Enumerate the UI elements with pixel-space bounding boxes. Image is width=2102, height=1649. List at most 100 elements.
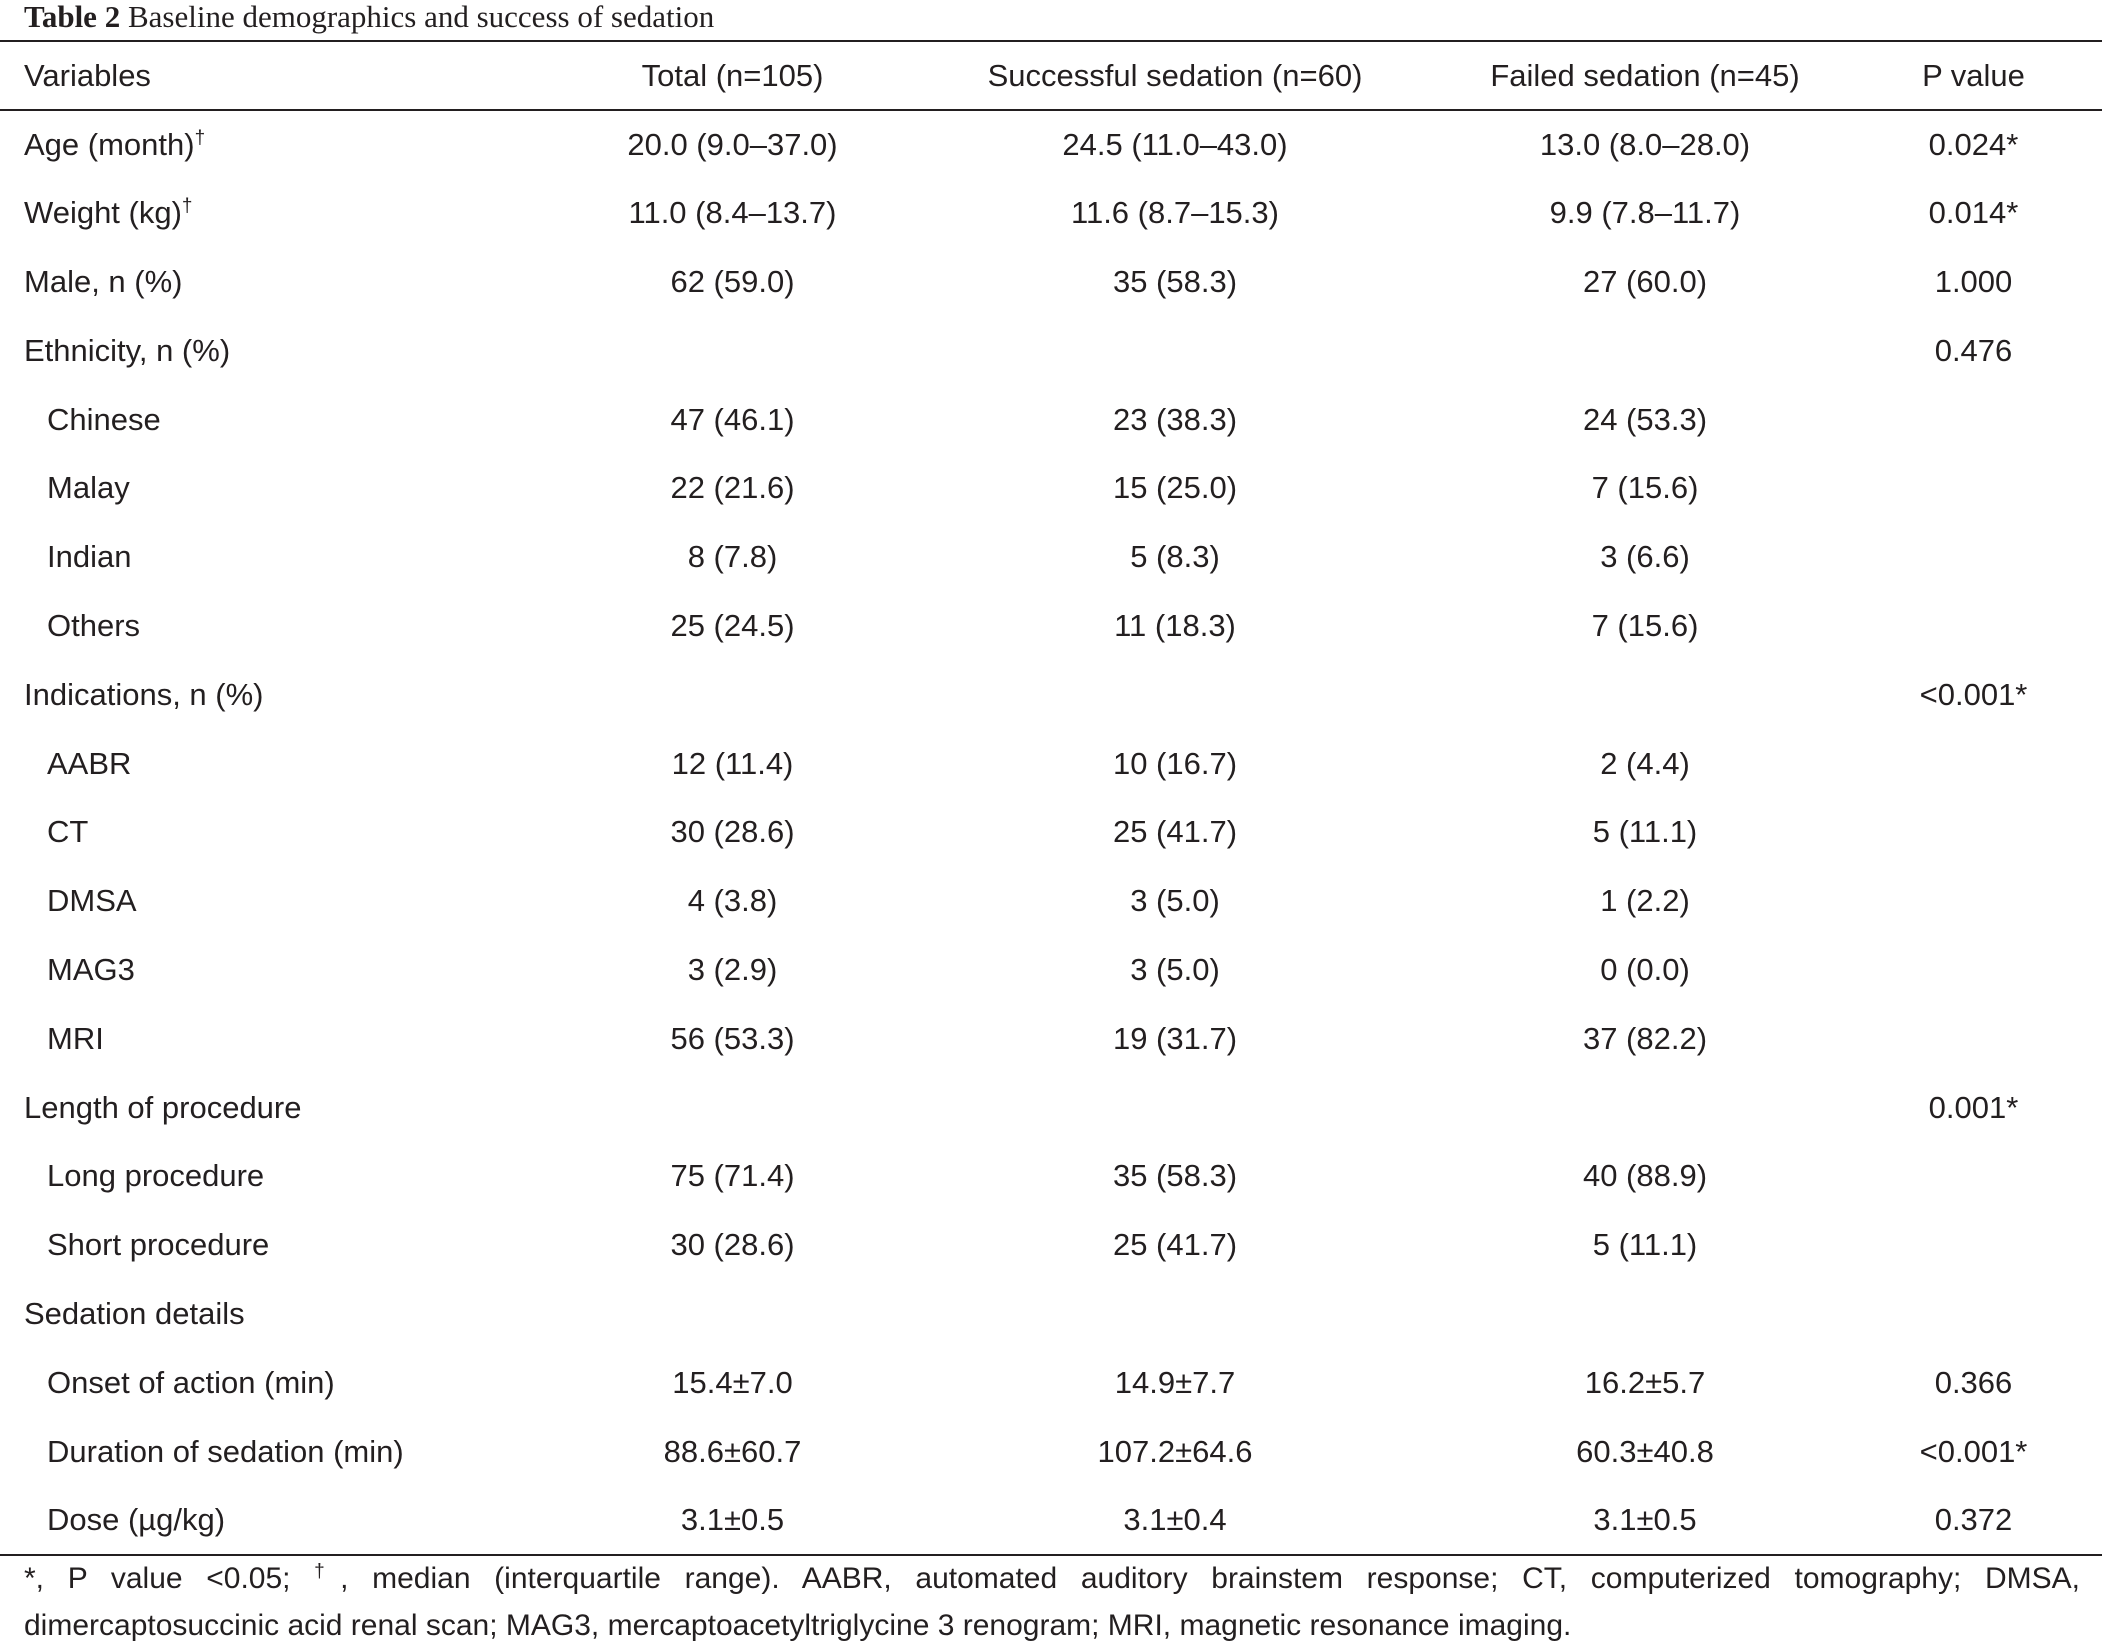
table-row: DMSA 4 (3.8) 3 (5.0) 1 (2.2)	[0, 867, 2102, 936]
footnote-text-2: , median (interquartile range). AABR, au…	[24, 1562, 2080, 1642]
cell-successful: 3 (5.0)	[1130, 883, 1220, 919]
cell-total	[560, 316, 905, 385]
row-label-cell: Weight (kg)†	[0, 179, 560, 248]
cell-p-value	[1845, 1211, 2102, 1280]
cell-p-value: 0.476	[1934, 332, 2013, 368]
row-label: Ethnicity, n (%)	[24, 332, 231, 368]
cell-total: 11.0 (8.4–13.7)	[628, 195, 837, 231]
cell-total: 3.1±0.5	[560, 1485, 905, 1556]
cell-total: 25 (24.5)	[670, 607, 795, 643]
row-label: Duration of sedation (min)	[47, 1433, 404, 1469]
cell-p-value	[1845, 523, 2102, 592]
cell-total: 22 (21.6)	[670, 470, 795, 506]
cell-p-value	[1845, 729, 2102, 798]
cell-failed: 37 (82.2)	[1582, 1020, 1708, 1056]
cell-p-value: <0.001*	[1919, 1433, 2028, 1469]
cell-total: 3 (2.9)	[687, 951, 778, 987]
row-label-cell: Others	[0, 592, 560, 661]
cell-failed: 5 (11.1)	[1592, 814, 1698, 850]
row-label: MRI	[47, 1020, 104, 1056]
cell-p-value	[1845, 385, 2102, 454]
row-label-cell: Malay	[0, 454, 560, 523]
table-row: Ethnicity, n (%) 0.476	[0, 316, 2102, 385]
cell-successful: 3.1±0.4	[905, 1485, 1445, 1556]
cell-p-value	[1845, 1142, 2102, 1211]
table-footnote: *, P value <0.05; †, median (interquarti…	[24, 1555, 2080, 1649]
cell-successful: 35 (58.3)	[1112, 1158, 1238, 1194]
table-row: Indian 8 (7.8) 5 (8.3) 3 (6.6)	[0, 523, 2102, 592]
cell-failed: 1 (2.2)	[1600, 883, 1690, 919]
cell-total: 62 (59.0)	[670, 263, 795, 299]
table-row: Duration of sedation (min) 88.6±60.7 107.2…	[0, 1417, 2102, 1486]
row-label: Long procedure	[47, 1158, 265, 1194]
column-header-variables: Variables	[0, 40, 560, 111]
row-label: Age (month)	[24, 126, 195, 162]
table-row: Others 25 (24.5) 11 (18.3) 7 (15.6)	[0, 592, 2102, 661]
column-header-failed: Failed sedation (n=45)	[1445, 40, 1845, 111]
row-label: Weight (kg)	[24, 195, 182, 231]
table-row: Chinese 47 (46.1) 23 (38.3) 24 (53.3)	[0, 385, 2102, 454]
row-label: Indications, n (%)	[24, 676, 264, 712]
cell-p-value: 0.001*	[1928, 1089, 2019, 1125]
cell-total: 4 (3.8)	[687, 883, 778, 919]
cell-failed: 7 (15.6)	[1591, 607, 1699, 643]
row-label: DMSA	[47, 883, 137, 919]
row-label-cell: Chinese	[0, 385, 560, 454]
row-label: Short procedure	[47, 1227, 270, 1263]
cell-successful	[905, 316, 1445, 385]
cell-total: 15.4±7.0	[672, 1364, 793, 1400]
cell-p-value	[1845, 592, 2102, 661]
table-header: Variables Total (n=105) Successful sedat…	[0, 40, 2102, 111]
cell-p-value: <0.001*	[1919, 676, 2028, 712]
table-row: Long procedure 75 (71.4) 35 (58.3) 40 (88.9…	[0, 1142, 2102, 1211]
row-label: Indian	[47, 539, 132, 575]
table-row: Dose (µg/kg) 3.1±0.5 3.1±0.4 3.1±0.5 0.372	[0, 1485, 2102, 1556]
cell-total: 30 (28.6)	[670, 1227, 795, 1263]
cell-failed	[1445, 316, 1845, 385]
row-label-cell: AABR	[0, 729, 560, 798]
row-label: AABR	[47, 745, 132, 781]
cell-total	[560, 1073, 905, 1142]
row-label: CT	[47, 814, 89, 850]
demographics-table: Variables Total (n=105) Successful sedat…	[0, 40, 2102, 1556]
cell-successful: 3 (5.0)	[1130, 951, 1220, 987]
table-caption-label: Table 2	[24, 0, 121, 34]
row-label: Chinese	[47, 401, 161, 437]
cell-p-value: 0.014*	[1928, 195, 2019, 231]
cell-p-value	[1845, 798, 2102, 867]
cell-total: 56 (53.3)	[670, 1020, 795, 1056]
footnote-text-1: *, P value <0.05;	[24, 1562, 315, 1595]
cell-failed: 13.0 (8.0–28.0)	[1539, 126, 1751, 162]
header-row: Variables Total (n=105) Successful sedat…	[0, 40, 2102, 111]
table-row: MAG3 3 (2.9) 3 (5.0) 0 (0.0)	[0, 936, 2102, 1005]
table-row: Sedation details	[0, 1280, 2102, 1349]
table-row: Onset of action (min) 15.4±7.0 14.9±7.7 16.…	[0, 1348, 2102, 1417]
cell-successful: 24.5 (11.0–43.0)	[1062, 126, 1288, 162]
footnote-dagger: †	[314, 1561, 341, 1582]
cell-failed: 27 (60.0)	[1582, 263, 1708, 299]
row-label-cell: Male, n (%)	[0, 248, 560, 317]
cell-failed: 2 (4.4)	[1600, 745, 1690, 781]
cell-p-value: 0.024*	[1928, 126, 2019, 162]
cell-successful: 14.9±7.7	[1114, 1364, 1236, 1400]
row-label-cell: Duration of sedation (min)	[0, 1417, 560, 1486]
table-row: Age (month)† 20.0 (9.0–37.0) 24.5 (11.0–43…	[0, 110, 2102, 179]
row-label: MAG3	[47, 951, 135, 987]
table-caption: Table 2 Baseline demographics and succes…	[24, 0, 714, 40]
cell-failed	[1445, 660, 1845, 729]
cell-failed: 9.9 (7.8–11.7)	[1549, 195, 1741, 231]
row-label-cell: MAG3	[0, 936, 560, 1005]
table-row: Male, n (%) 62 (59.0) 35 (58.3) 27 (60.0) 1.…	[0, 248, 2102, 317]
row-label: Male, n (%)	[24, 263, 183, 299]
row-label-cell: Indian	[0, 523, 560, 592]
row-label: Onset of action (min)	[47, 1364, 335, 1400]
cell-failed: 3.1±0.5	[1445, 1485, 1845, 1556]
cell-failed: 7 (15.6)	[1591, 470, 1699, 506]
cell-failed: 0 (0.0)	[1600, 951, 1690, 987]
cell-failed: 60.3±40.8	[1576, 1433, 1714, 1469]
row-label-superscript: †	[181, 195, 193, 217]
row-label: Dose (µg/kg)	[47, 1501, 226, 1537]
row-label-cell: MRI	[0, 1004, 560, 1073]
table-container: Variables Total (n=105) Successful sedat…	[0, 40, 2102, 1556]
